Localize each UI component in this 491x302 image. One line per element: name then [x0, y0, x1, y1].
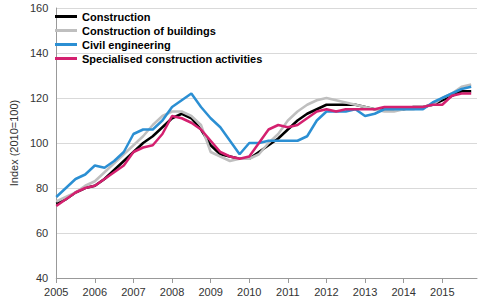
svg-text:120: 120 — [30, 92, 48, 104]
svg-text:2006: 2006 — [83, 286, 107, 298]
svg-text:60: 60 — [36, 227, 48, 239]
svg-text:80: 80 — [36, 182, 48, 194]
svg-text:2011: 2011 — [276, 286, 300, 298]
svg-text:2009: 2009 — [198, 286, 222, 298]
svg-text:2007: 2007 — [121, 286, 145, 298]
svg-text:2008: 2008 — [160, 286, 184, 298]
svg-text:Construction of buildings: Construction of buildings — [82, 25, 216, 37]
svg-text:Index (2010=100): Index (2010=100) — [8, 100, 20, 187]
svg-text:2010: 2010 — [237, 286, 261, 298]
svg-text:2013: 2013 — [353, 286, 377, 298]
svg-text:2015: 2015 — [430, 286, 454, 298]
svg-text:140: 140 — [30, 47, 48, 59]
svg-text:160: 160 — [30, 2, 48, 14]
svg-text:2005: 2005 — [44, 286, 68, 298]
svg-text:100: 100 — [30, 137, 48, 149]
svg-text:Specialised construction activ: Specialised construction activities — [82, 53, 262, 65]
svg-text:Construction: Construction — [82, 11, 151, 23]
svg-text:40: 40 — [36, 272, 48, 284]
svg-text:2014: 2014 — [391, 286, 415, 298]
svg-text:2012: 2012 — [314, 286, 338, 298]
svg-text:Civil engineering: Civil engineering — [82, 39, 171, 51]
